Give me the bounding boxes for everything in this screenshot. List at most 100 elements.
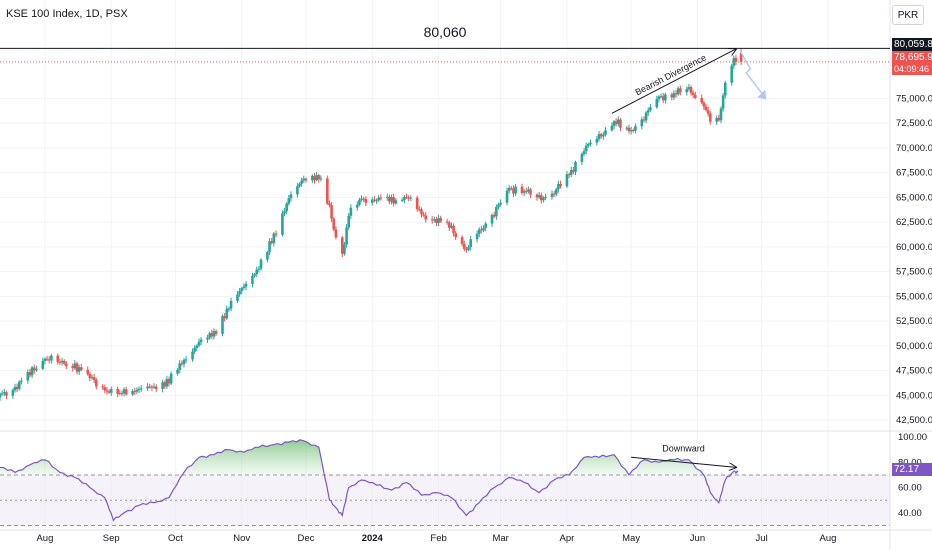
candle-body [539,195,543,201]
candle-up [182,357,186,368]
candle-body [452,225,455,234]
candle-up [450,222,453,229]
candle-up [732,55,736,69]
annotations: Bearish Divergence Downward [611,49,767,467]
candle-down [214,329,218,336]
candle-down [154,384,158,393]
candle-up [719,106,723,124]
candle-up [584,142,588,155]
candle-up [50,353,53,364]
candle-body [400,199,404,201]
candle-down [148,383,152,389]
candle-up [403,195,406,204]
candle-body [599,134,603,137]
rsi-value-tag: 72.17 [892,463,932,476]
candle-body [326,178,329,204]
candle-up [659,93,663,99]
candle-body [2,392,6,394]
candle-down [373,196,376,203]
candle-up [360,195,363,202]
candle-up [475,230,479,243]
candle-body [210,333,214,337]
rsi-axis-labels: 40.00 60.00 80.00 100.00 [898,432,927,519]
candle-up [176,368,179,376]
time-tick-label: May [622,533,640,544]
candle-up [514,183,517,196]
candle-body [253,274,256,276]
candle-body [244,284,248,287]
candle-body [281,213,284,235]
candle-body [259,259,263,269]
candle-up [240,286,244,295]
candle-down [661,92,665,104]
candle-body [304,178,308,181]
currency-button[interactable]: PKR [892,5,924,25]
candle-down [313,172,316,184]
candle-body [41,360,45,369]
candle-down [150,384,154,392]
candle-down [694,91,697,100]
candle-up [685,86,689,96]
candle-up [616,116,620,127]
candle-up [197,338,201,348]
candle-down [79,363,83,371]
candle-body [206,337,209,340]
candle-down [510,186,513,191]
candle-up [77,364,81,375]
candle-body [394,200,398,204]
candle-up [178,360,182,374]
price-tick-label: 57,500.00 [896,267,932,278]
price-tick-label: 47,500.00 [896,366,932,377]
candle-body [238,290,241,295]
candle-body [90,377,94,379]
candle-up [595,136,599,146]
candle-body [572,169,575,172]
candle-down [439,215,443,223]
candle-body [300,180,303,184]
candle-up [146,383,149,392]
candle-body [627,127,631,132]
candle-body [719,108,723,121]
candle-down [103,384,107,394]
high-marker-label: 80,060 [423,24,467,40]
candle-up [272,232,276,247]
candle-body [430,219,434,221]
candle-down [47,356,51,364]
candle-body [535,194,539,198]
candle-body [465,248,468,250]
candle-body [58,361,62,363]
candle-body [146,386,149,389]
candle-body [484,223,487,228]
candle-down [407,195,410,202]
candle-up [287,194,291,206]
candle-up [165,375,169,389]
candle-body [482,227,485,231]
candle-body [537,195,541,198]
candle-body [497,204,500,207]
candle-body [362,198,366,200]
candle-body [358,199,361,205]
candle-down [539,192,543,204]
candle-down [689,85,693,96]
candle-up [469,235,472,251]
candle-body [178,363,182,371]
candle-up [557,180,560,193]
candle-body [341,237,344,254]
candle-up [604,127,607,137]
candle-down [702,100,706,110]
candle-body [392,197,395,204]
candle-up [26,369,30,384]
candle-up [649,104,652,112]
time-tick-label: Dec [297,533,314,544]
candle-down [274,230,278,238]
candle-body [77,367,81,372]
candle-down [415,195,419,212]
candle-up [612,120,616,130]
candle-body [462,243,466,249]
candle-body [133,391,137,393]
candle-down [452,223,455,237]
candle-up [109,386,113,396]
candle-body [480,229,483,231]
candle-down [75,361,79,375]
